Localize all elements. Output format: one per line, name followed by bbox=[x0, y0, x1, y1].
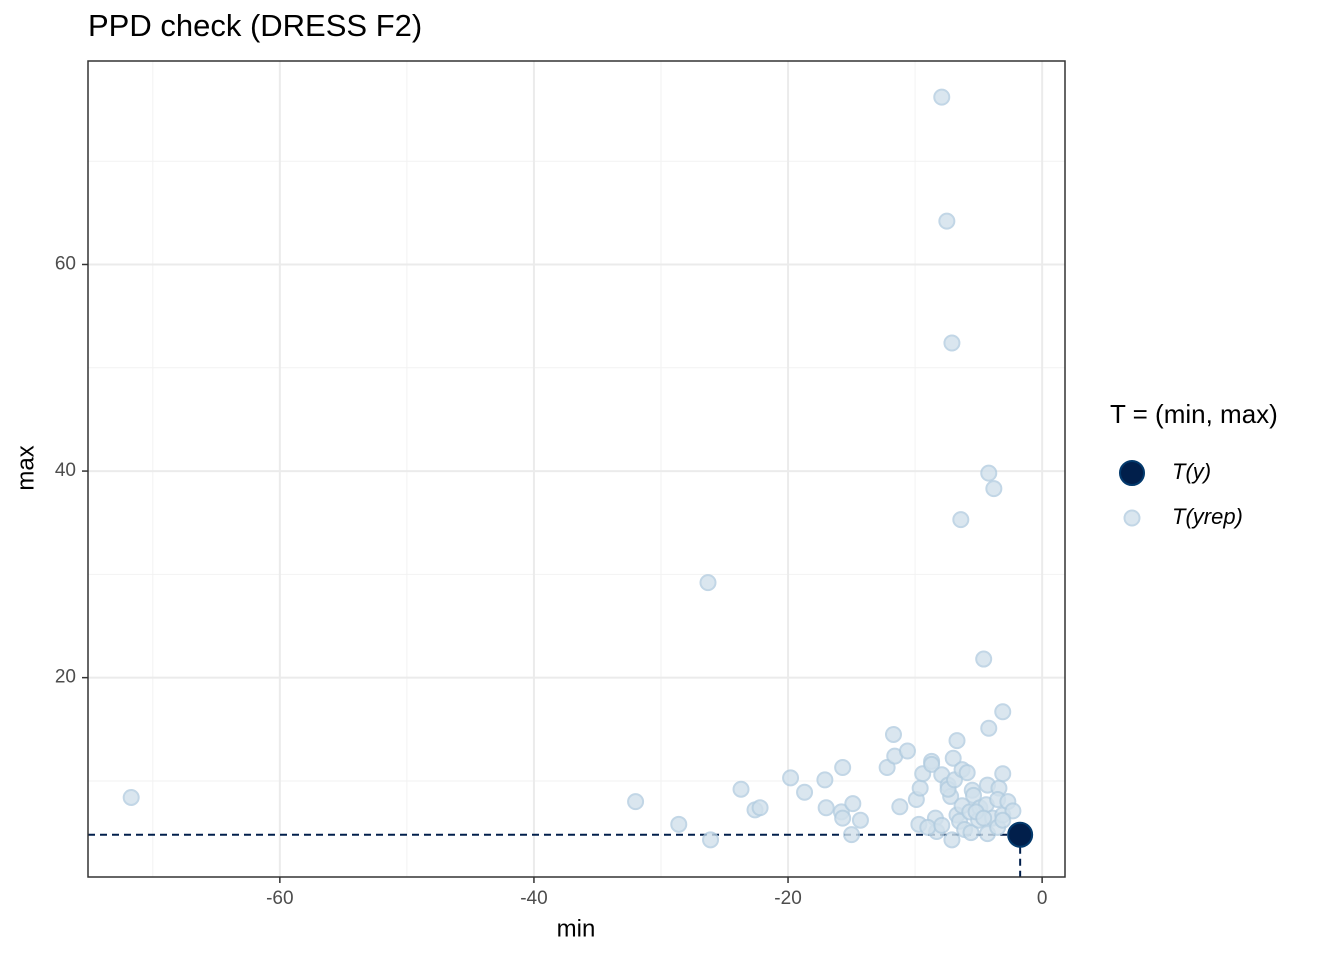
point bbox=[627, 793, 645, 811]
point bbox=[933, 88, 951, 106]
point bbox=[911, 779, 929, 797]
x-tick-label: -40 bbox=[520, 888, 547, 909]
point bbox=[843, 826, 861, 844]
legend-label: T(y) bbox=[1172, 459, 1211, 484]
point bbox=[699, 574, 717, 592]
point bbox=[851, 811, 869, 829]
point bbox=[994, 811, 1012, 829]
point bbox=[816, 771, 834, 789]
point bbox=[796, 783, 814, 801]
point bbox=[994, 765, 1012, 783]
y-tick-label: 20 bbox=[55, 667, 76, 688]
x-axis-label: min bbox=[557, 915, 596, 942]
point bbox=[923, 755, 941, 773]
point bbox=[751, 799, 769, 817]
point bbox=[834, 809, 852, 827]
point bbox=[884, 725, 902, 743]
point bbox=[975, 809, 993, 827]
point bbox=[817, 799, 835, 817]
legend-key bbox=[1119, 460, 1145, 486]
point bbox=[980, 464, 998, 482]
legend-label: T(yrep) bbox=[1172, 504, 1243, 529]
plot-background bbox=[88, 61, 1065, 877]
y-axis-label: max bbox=[12, 445, 39, 490]
legend-key bbox=[1123, 509, 1141, 527]
point bbox=[943, 831, 961, 849]
y-tick-label: 40 bbox=[55, 460, 76, 481]
chart-title: PPD check (DRESS F2) bbox=[88, 8, 422, 43]
point bbox=[962, 824, 980, 842]
point bbox=[975, 650, 993, 668]
point bbox=[670, 815, 688, 833]
plot-border bbox=[87, 60, 1066, 878]
point bbox=[732, 780, 750, 798]
point bbox=[702, 831, 720, 849]
point bbox=[943, 334, 961, 352]
point bbox=[952, 511, 970, 529]
point bbox=[919, 818, 937, 836]
point bbox=[834, 759, 852, 777]
point bbox=[985, 480, 1003, 498]
x-tick-label: -20 bbox=[774, 888, 801, 909]
legend-title: T = (min, max) bbox=[1110, 399, 1278, 429]
point bbox=[938, 212, 956, 230]
point bbox=[933, 816, 951, 834]
point bbox=[878, 759, 896, 777]
point bbox=[1007, 821, 1034, 848]
point bbox=[898, 742, 916, 760]
point bbox=[958, 764, 976, 782]
point bbox=[122, 788, 140, 806]
point bbox=[844, 795, 862, 813]
x-tick-label: -60 bbox=[266, 888, 293, 909]
point bbox=[994, 703, 1012, 721]
point bbox=[782, 769, 800, 787]
point bbox=[980, 719, 998, 737]
point bbox=[944, 749, 962, 767]
y-tick-label: 60 bbox=[55, 253, 76, 274]
x-tick-label: 0 bbox=[1037, 888, 1048, 909]
point bbox=[891, 798, 909, 816]
point bbox=[948, 732, 966, 750]
